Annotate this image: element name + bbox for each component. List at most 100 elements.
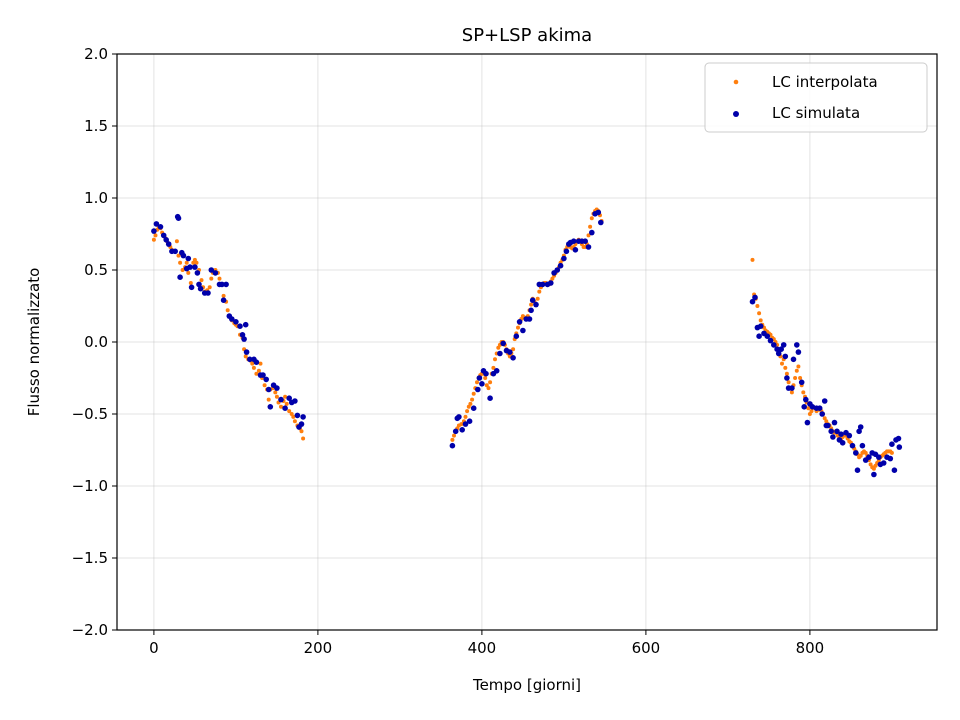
data-point [526, 316, 533, 322]
data-point [598, 219, 604, 226]
data-point [755, 304, 760, 308]
data-point [468, 401, 473, 406]
data-point [889, 450, 894, 455]
data-point [774, 346, 780, 353]
legend-marker-lc-interpolata [733, 79, 739, 85]
data-point [572, 247, 579, 253]
data-point [219, 281, 225, 288]
data-point [188, 284, 195, 291]
data-point [804, 419, 811, 426]
data-point [470, 405, 477, 412]
y-tick-label: −1.5 [72, 549, 108, 567]
data-point [795, 349, 802, 355]
data-point [750, 257, 755, 262]
data-point [767, 337, 774, 344]
data-point [563, 248, 570, 255]
data-point [871, 471, 877, 478]
data-point [300, 414, 306, 420]
data-point [217, 276, 222, 281]
data-point [513, 333, 520, 340]
data-point [528, 307, 534, 314]
data-point [463, 414, 468, 419]
data-point [283, 394, 288, 399]
data-point [299, 429, 304, 434]
data-point [251, 365, 256, 370]
data-point [153, 221, 160, 227]
data-point [589, 216, 594, 221]
data-point [539, 281, 546, 288]
x-tick-label: 400 [468, 639, 497, 657]
data-point [793, 376, 798, 380]
y-tick-label: −1.0 [72, 477, 108, 495]
data-point [263, 376, 270, 383]
legend-marker-lc-simulata [733, 111, 739, 117]
data-point [194, 270, 201, 276]
data-point [586, 233, 591, 238]
legend-box [704, 62, 928, 133]
data-point [830, 434, 836, 440]
data-point [828, 428, 834, 435]
data-point [247, 356, 253, 363]
data-point [778, 346, 784, 353]
y-tick-label: −0.5 [72, 405, 108, 423]
data-point [470, 397, 475, 402]
data-point [786, 380, 791, 385]
data-point [221, 293, 226, 298]
data-point [801, 390, 806, 395]
data-point [557, 262, 564, 269]
data-point [537, 289, 542, 294]
y-tick-label: 0.5 [84, 261, 108, 279]
data-point [806, 406, 811, 411]
data-point [237, 323, 243, 330]
data-point [178, 260, 183, 265]
data-point [151, 228, 157, 234]
data-point [801, 404, 807, 410]
data-point [220, 297, 227, 304]
data-point [853, 450, 859, 456]
series-lc-simulata [151, 209, 903, 478]
data-point [225, 308, 230, 313]
legend-label-lc-simulata: LC simulata [772, 104, 860, 122]
legend-label-lc-interpolata: LC interpolata [772, 73, 878, 91]
data-point [500, 340, 507, 347]
data-point [880, 460, 887, 466]
data-point [757, 311, 762, 316]
data-point [856, 428, 862, 435]
data-point [208, 267, 215, 273]
data-point [274, 394, 279, 399]
data-point [585, 244, 592, 250]
data-point [790, 356, 797, 363]
data-point [151, 237, 156, 242]
data-point [266, 397, 271, 402]
data-point [294, 412, 301, 419]
data-point [233, 319, 239, 325]
data-point [292, 398, 298, 404]
data-point [241, 336, 247, 342]
data-point [491, 365, 496, 370]
data-point [184, 260, 189, 265]
data-point [456, 414, 462, 420]
data-point [258, 361, 263, 366]
data-point [846, 432, 853, 439]
data-points [151, 207, 903, 478]
data-point [196, 281, 202, 288]
data-point [775, 350, 782, 357]
data-point [507, 349, 513, 355]
x-tick-label: 800 [796, 639, 825, 657]
data-point [153, 233, 158, 238]
data-point [516, 325, 520, 330]
data-point [256, 368, 261, 373]
data-point [866, 454, 872, 461]
data-point [520, 327, 526, 334]
x-axis-label: Tempo [giorni] [472, 676, 581, 694]
data-point [825, 422, 831, 429]
data-point [798, 376, 803, 380]
data-point [209, 276, 214, 281]
data-point [207, 285, 212, 290]
data-point [483, 376, 488, 380]
x-tick-label: 0 [149, 639, 159, 657]
data-point [488, 380, 493, 385]
data-point [157, 224, 164, 230]
data-point [229, 316, 235, 322]
